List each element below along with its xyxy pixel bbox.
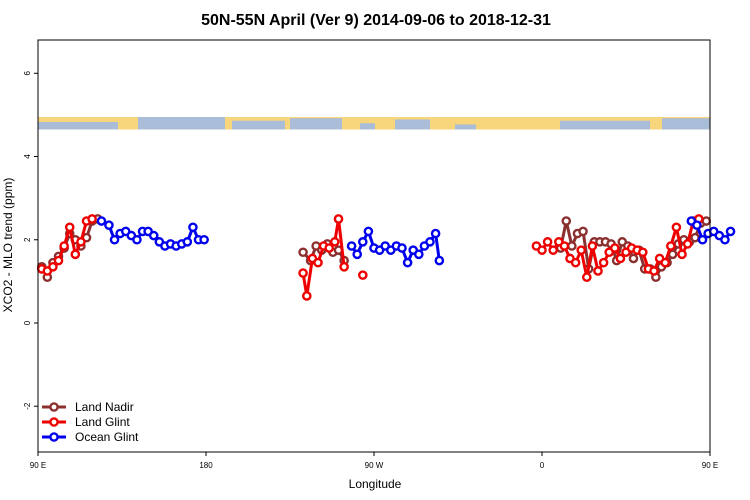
data-point	[542, 237, 553, 247]
data-point	[298, 247, 308, 258]
y-tick-label: -2	[23, 402, 32, 410]
data-point	[559, 241, 570, 251]
data-point	[561, 216, 572, 226]
data-point	[64, 222, 75, 233]
data-point	[53, 255, 64, 266]
data-point	[363, 226, 374, 237]
data-point	[690, 232, 700, 243]
y-tick-label: 4	[23, 154, 32, 159]
data-point	[357, 270, 368, 280]
data-point	[298, 268, 308, 278]
data-point	[87, 214, 97, 224]
data-point	[593, 266, 603, 276]
data-point	[104, 220, 114, 230]
data-point	[352, 249, 363, 260]
legend-label: Ocean Glint	[75, 430, 139, 444]
data-point	[537, 245, 547, 255]
data-point	[666, 241, 676, 251]
data-point	[697, 234, 708, 245]
strip-ocean	[290, 118, 342, 130]
y-tick-label: 0	[23, 320, 32, 325]
data-point	[598, 257, 609, 268]
data-point	[346, 241, 357, 251]
strip-ocean	[560, 120, 650, 130]
data-point	[109, 234, 120, 245]
data-point	[649, 266, 659, 276]
data-point	[70, 249, 81, 260]
data-point	[682, 239, 693, 249]
data-point	[199, 234, 209, 245]
data-point	[578, 226, 588, 237]
data-point	[313, 257, 323, 268]
strip-ocean	[138, 116, 225, 130]
data-point	[570, 257, 581, 268]
data-point	[301, 291, 312, 301]
data-point	[413, 249, 424, 260]
data-point	[628, 253, 639, 264]
legend-marker	[49, 402, 59, 412]
data-point	[148, 230, 159, 241]
data-point	[402, 257, 413, 268]
legend-marker	[49, 417, 59, 427]
data-point	[59, 241, 69, 251]
strip-ocean	[232, 120, 285, 130]
data-point	[660, 257, 671, 268]
data-point	[48, 262, 58, 272]
y-axis: -2 0 2 4 6	[23, 71, 38, 410]
series-layer	[36, 214, 736, 301]
data-point	[397, 243, 407, 253]
data-point	[567, 241, 577, 251]
series-ocean-glint	[96, 216, 736, 268]
strip-ocean	[38, 121, 118, 130]
x-axis-label: Longitude	[349, 477, 402, 491]
strip-ocean	[395, 119, 430, 130]
x-tick-label: 90 E	[30, 461, 46, 470]
data-point	[587, 241, 598, 251]
legend-label: Land Glint	[75, 415, 130, 429]
data-point	[425, 237, 435, 247]
data-point	[76, 237, 86, 247]
y-axis-label: XCO2 - MLO trend (ppm)	[1, 178, 15, 313]
data-point	[339, 262, 349, 272]
data-point	[357, 237, 368, 247]
data-point	[548, 245, 559, 255]
x-tick-label: 180	[199, 461, 213, 470]
strip-ocean	[662, 118, 710, 130]
data-point	[434, 255, 445, 266]
y-tick-label: 2	[23, 237, 32, 242]
data-point	[576, 245, 587, 255]
x-tick-label: 90 E	[702, 461, 718, 470]
data-point	[610, 243, 620, 253]
data-point	[333, 214, 344, 224]
data-point	[692, 220, 702, 230]
data-point	[188, 222, 198, 233]
data-point	[96, 216, 107, 226]
data-point	[582, 272, 592, 283]
data-point	[615, 253, 626, 264]
series-land-glint	[36, 214, 704, 301]
data-point	[677, 249, 687, 260]
data-point	[725, 226, 736, 237]
data-point	[132, 234, 142, 245]
x-tick-label: 90 W	[365, 461, 384, 470]
strip-ocean	[455, 124, 476, 130]
land-ocean-strip	[38, 116, 710, 130]
data-point	[701, 216, 712, 226]
legend-label: Land Nadir	[75, 400, 134, 414]
data-point	[671, 222, 682, 233]
y-tick-label: 6	[23, 71, 32, 76]
data-point	[324, 243, 335, 253]
data-point	[182, 237, 193, 247]
strip-ocean	[360, 123, 375, 130]
x-tick-label: 0	[540, 461, 545, 470]
legend-marker	[49, 432, 59, 442]
x-axis: 90 E 180 90 W 0 90 E	[30, 452, 718, 470]
data-point	[329, 237, 340, 247]
chart-title: 50N-55N April (Ver 9) 2014-09-06 to 2018…	[201, 12, 551, 29]
data-point	[720, 234, 730, 245]
data-point	[430, 228, 441, 239]
data-point	[638, 247, 648, 258]
